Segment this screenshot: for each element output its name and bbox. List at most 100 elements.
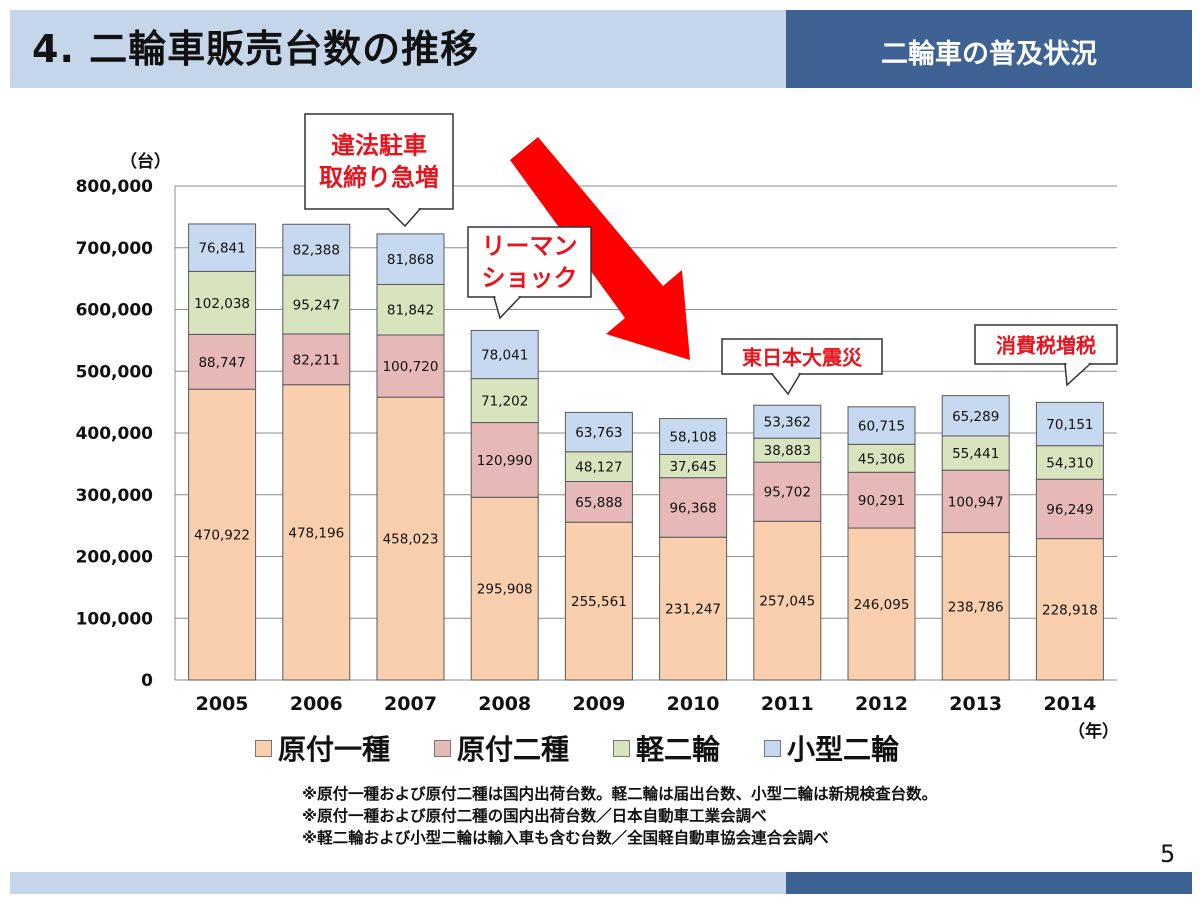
data-label: 71,202 bbox=[481, 394, 528, 410]
data-label: 81,842 bbox=[387, 303, 434, 319]
bar-segment bbox=[1035, 401, 1104, 447]
bar-segment bbox=[564, 481, 633, 523]
bar-segment bbox=[376, 334, 445, 398]
data-label: 257,045 bbox=[759, 594, 815, 610]
bar-segment bbox=[1035, 478, 1104, 540]
data-label: 255,561 bbox=[571, 594, 627, 610]
callout-box bbox=[467, 226, 592, 298]
x-tick-label: 2011 bbox=[761, 693, 814, 715]
x-tick-label: 2010 bbox=[667, 693, 720, 715]
bar-segment bbox=[282, 274, 351, 335]
bar-segment bbox=[376, 396, 445, 681]
data-label: 100,947 bbox=[948, 494, 1004, 510]
bar-segment bbox=[376, 233, 445, 285]
legend-label: 小型二輪 bbox=[787, 733, 900, 766]
data-label: 78,041 bbox=[481, 348, 528, 364]
bar-segment bbox=[188, 388, 257, 681]
data-label: 37,645 bbox=[669, 459, 716, 475]
bar-segment bbox=[753, 461, 822, 522]
x-tick-label: 2009 bbox=[572, 693, 625, 715]
bar-segment bbox=[470, 329, 539, 380]
y-tick-label: 500,000 bbox=[76, 362, 154, 382]
data-label: 470,922 bbox=[194, 528, 250, 544]
data-label: 295,908 bbox=[477, 582, 533, 598]
page-number: 5 bbox=[1160, 840, 1176, 868]
callout-box bbox=[974, 324, 1118, 365]
bar-segment bbox=[1035, 538, 1104, 681]
data-label: 81,868 bbox=[387, 252, 434, 268]
bar-segment bbox=[470, 422, 539, 498]
x-tick-label: 2008 bbox=[478, 693, 531, 715]
callout-text: 消費税増税 bbox=[996, 334, 1096, 358]
bar-segment bbox=[847, 527, 916, 681]
callout-box bbox=[304, 113, 454, 210]
callout-text: 取締り急増 bbox=[319, 164, 439, 192]
bar-segment bbox=[470, 378, 539, 424]
data-label: 90,291 bbox=[858, 493, 905, 509]
data-label: 45,306 bbox=[858, 451, 905, 467]
legend-item: 小型二輪 bbox=[764, 728, 899, 768]
callout-box bbox=[721, 338, 883, 375]
bar-segment bbox=[282, 384, 351, 681]
callout-tail bbox=[386, 208, 422, 228]
legend-label: 原付一種 bbox=[278, 733, 391, 766]
x-tick-label: 2005 bbox=[196, 693, 249, 715]
data-label: 82,388 bbox=[293, 243, 340, 259]
callout-tail bbox=[493, 296, 522, 320]
bar-segment bbox=[282, 223, 351, 276]
data-label: 102,038 bbox=[194, 296, 250, 312]
bar-segment bbox=[282, 333, 351, 386]
footnote: ※原付一種および原付二種の国内出荷台数／日本自動車工業会調べ bbox=[302, 807, 767, 825]
y-tick-label: 600,000 bbox=[76, 301, 154, 321]
section-title: 二輪車の普及状況 bbox=[881, 39, 1097, 70]
bar-segment bbox=[753, 404, 822, 439]
data-label: 228,918 bbox=[1042, 602, 1098, 618]
data-label: 478,196 bbox=[288, 525, 344, 541]
data-label: 231,247 bbox=[665, 602, 721, 618]
data-label: 65,289 bbox=[952, 409, 999, 425]
footer-bar bbox=[10, 872, 786, 894]
y-tick-label: 0 bbox=[141, 671, 153, 691]
data-label: 65,888 bbox=[575, 495, 622, 511]
footer-bar-dark bbox=[786, 872, 1192, 894]
data-label: 58,108 bbox=[669, 430, 716, 446]
bar-segment bbox=[188, 333, 257, 390]
page-title: 4. 二輪車販売台数の推移 bbox=[32, 27, 480, 71]
data-label: 458,023 bbox=[383, 532, 439, 548]
y-axis-unit: （台） bbox=[120, 151, 171, 172]
y-tick-label: 200,000 bbox=[76, 548, 154, 568]
trend-arrow bbox=[510, 137, 690, 360]
bar-segment bbox=[941, 395, 1010, 437]
bar-segment bbox=[376, 283, 445, 336]
data-label: 96,368 bbox=[669, 500, 716, 516]
x-tick-label: 2012 bbox=[855, 693, 908, 715]
data-label: 100,720 bbox=[383, 359, 439, 375]
bar-segment bbox=[847, 471, 916, 529]
data-label: 63,763 bbox=[575, 425, 622, 441]
bar-segment bbox=[659, 536, 728, 681]
data-label: 48,127 bbox=[575, 460, 622, 476]
x-tick-label: 2007 bbox=[384, 693, 437, 715]
header-section-box: 二輪車の普及状況 bbox=[786, 10, 1192, 88]
legend-swatch bbox=[764, 739, 782, 757]
data-label: 120,990 bbox=[477, 453, 533, 469]
callout-tail bbox=[1064, 363, 1092, 387]
data-label: 60,715 bbox=[858, 419, 905, 435]
annotation-callout: 東日本大震災 bbox=[721, 338, 883, 396]
x-tick-label: 2014 bbox=[1043, 693, 1096, 715]
data-label: 238,786 bbox=[948, 599, 1004, 615]
legend-swatch bbox=[613, 739, 631, 757]
callout-tail bbox=[770, 373, 802, 396]
bar-segment bbox=[753, 520, 822, 681]
bar-segment bbox=[659, 418, 728, 455]
bar-segment bbox=[941, 469, 1010, 534]
legend-label: 原付二種 bbox=[457, 733, 570, 766]
data-label: 246,095 bbox=[854, 597, 910, 613]
bar-segment bbox=[941, 435, 1010, 471]
bar-segment bbox=[188, 223, 257, 272]
data-label: 96,249 bbox=[1046, 502, 1093, 518]
legend-item: 原付二種 bbox=[434, 728, 569, 768]
bar-segment bbox=[1035, 445, 1104, 480]
